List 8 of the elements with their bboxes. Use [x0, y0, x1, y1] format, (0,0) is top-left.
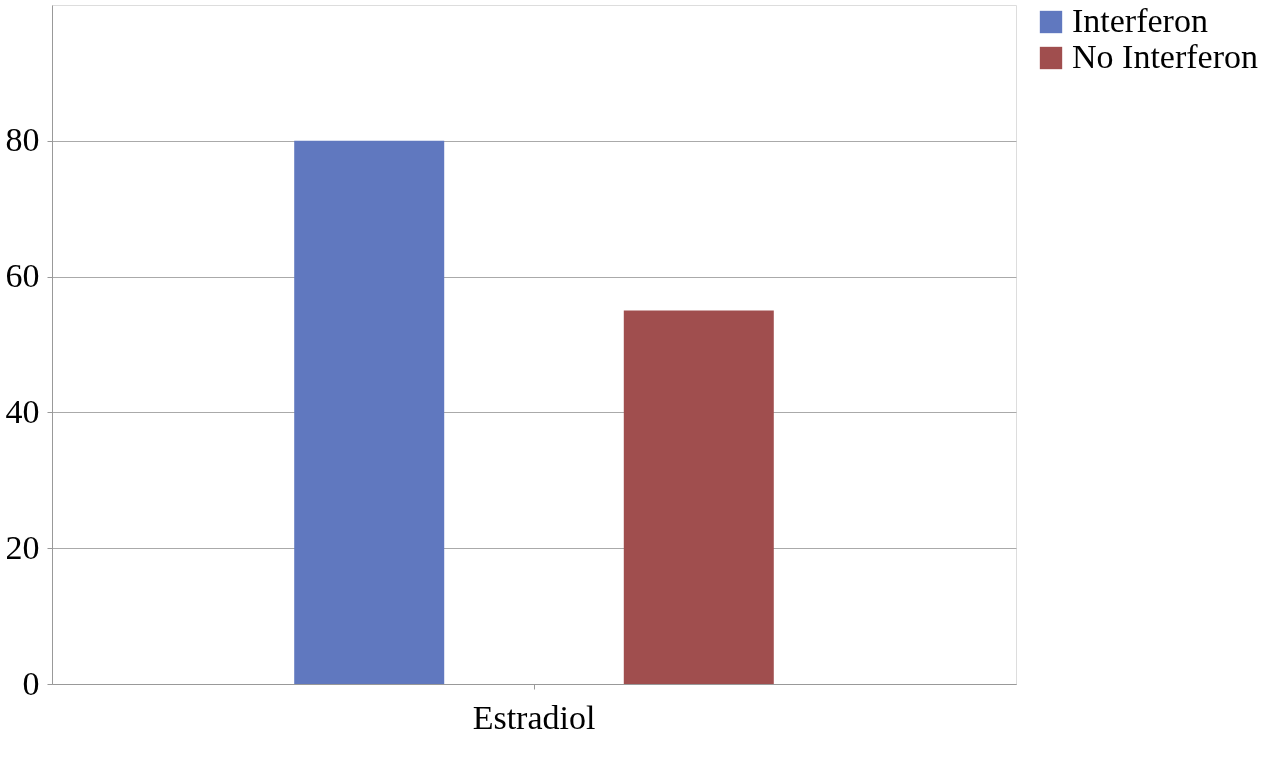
y-tick-label: 0: [22, 664, 40, 702]
y-tick-label: 20: [5, 528, 40, 566]
y-tick-label: 80: [5, 121, 40, 159]
legend-label: No Interferon: [1072, 38, 1258, 75]
y-tick-label: 40: [5, 392, 40, 430]
x-tick-label: Estradiol: [472, 698, 596, 736]
legend-label: Interferon: [1072, 2, 1208, 39]
y-tick-label: 60: [5, 257, 40, 295]
